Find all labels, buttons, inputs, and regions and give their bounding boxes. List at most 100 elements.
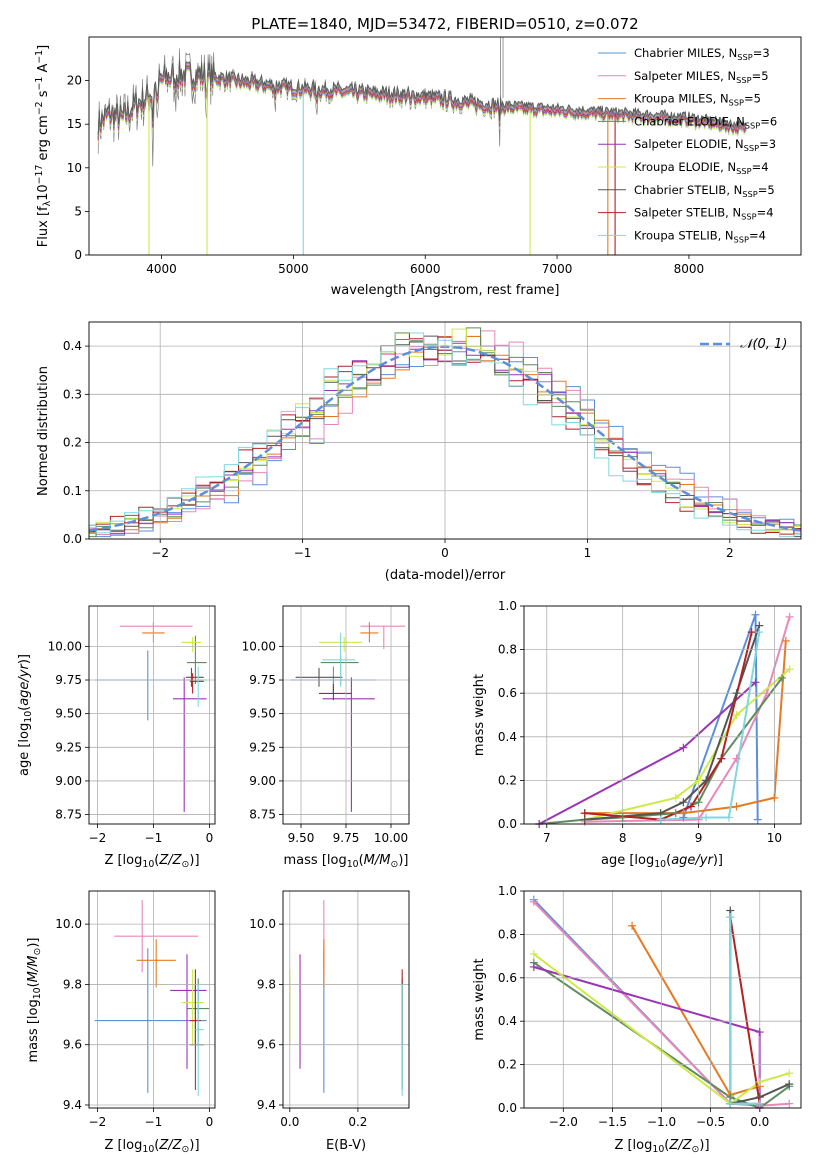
label-part: −17 xyxy=(34,165,45,185)
y-axis-label: mass [log10(M/M⊙)] xyxy=(26,938,43,1063)
weight-marker-2 xyxy=(785,612,794,621)
y-axis-label: Normed distribution xyxy=(36,366,51,496)
weight-marker-4 xyxy=(618,813,627,822)
label-part: )] xyxy=(699,1138,709,1153)
weight-marker-2 xyxy=(529,897,538,906)
x-axis-label: Z [log10(Z/Z⊙)] xyxy=(614,1138,709,1155)
label-part: =3 xyxy=(759,137,776,151)
label-part: A xyxy=(36,64,51,77)
y-axis-label: Flux [fλ10−17 erg cm−2 s−1 A−1] xyxy=(34,45,53,247)
y-tick-label: 9.00 xyxy=(249,774,276,788)
label-part: ] xyxy=(36,45,51,50)
y-tick-label: 0.4 xyxy=(63,339,82,353)
weight-line-1 xyxy=(533,899,760,1105)
y-tick-label: 9.6 xyxy=(63,1038,82,1052)
label-part: ⊙ xyxy=(32,948,43,956)
label-part: 10 xyxy=(652,1144,664,1155)
mass_vs_ebv-panel: 0.0 0.2 9.4 9.6 9.8 10.0 E(B-V) xyxy=(249,890,410,1153)
label-part: age/yr xyxy=(17,662,32,705)
y-tick-label: 9.4 xyxy=(63,1098,82,1112)
weight-marker-6 xyxy=(755,1077,764,1086)
label-part: 10 xyxy=(32,987,43,999)
label-part: mass [log xyxy=(284,853,347,868)
x-tick-label: 9 xyxy=(695,831,703,845)
x-tick-label: 7000 xyxy=(542,262,573,276)
legend-label-9: Kroupa STELIB, NSSP=4 xyxy=(634,228,766,244)
label-part: ( xyxy=(154,1138,159,1153)
label-part: Salpeter ELODIE, N xyxy=(634,137,744,151)
y-tick-label: 0.2 xyxy=(498,1058,517,1072)
label-part: =5 xyxy=(752,69,769,83)
label-part: Kroupa STELIB, N xyxy=(634,228,734,242)
label-part: ⊙ xyxy=(182,1144,190,1155)
y-tick-label: 0.2 xyxy=(498,773,517,787)
massweight_vs_age-panel: 7 8 9 10 0.0 0.2 0.4 0.6 0.8 1.0 mass weight age [l… xyxy=(472,599,802,870)
y-tick-label: 0.8 xyxy=(498,643,517,657)
y-tick-label: 9.50 xyxy=(249,707,276,721)
label-part: Chabrier MILES, N xyxy=(634,46,737,60)
label-part: age [log xyxy=(601,853,654,868)
x-axis-label: age [log10(age/yr)] xyxy=(601,853,723,870)
weight-marker-4 xyxy=(694,798,703,807)
label-part: ( xyxy=(359,853,364,868)
y-tick-label: 1.0 xyxy=(498,884,517,898)
x-tick-label: 8 xyxy=(619,831,627,845)
label-part: SSP xyxy=(736,75,751,85)
weight-marker-6 xyxy=(785,1069,794,1078)
legend-label-5: Salpeter ELODIE, NSSP=3 xyxy=(634,137,776,153)
x-tick-label: 10.00 xyxy=(374,831,408,845)
age_vs_mass-panel: 9.50 9.75 10.00 8.75 9.00 9.25 9.50 9.75 10.00 ma… xyxy=(242,605,410,870)
label-part: =6 xyxy=(760,114,777,128)
label-part: mass [log xyxy=(26,999,41,1062)
label-part: =5 xyxy=(758,183,775,197)
legend-label-3: Kroupa MILES, NSSP=5 xyxy=(634,92,761,108)
x-tick-label: −2 xyxy=(151,546,169,560)
label-part: Z [log xyxy=(104,1138,142,1153)
weight-marker-8 xyxy=(580,809,589,818)
y-axis-label: age [log10(age/yr)] xyxy=(17,654,34,776)
weight-marker-6 xyxy=(785,665,794,674)
y-tick-label: 9.50 xyxy=(55,707,82,721)
weight-line-8 xyxy=(584,631,753,821)
weight-marker-3 xyxy=(732,802,741,811)
y-tick-label: 0.4 xyxy=(498,730,517,744)
axes-frame xyxy=(88,36,802,256)
label-part: =4 xyxy=(757,206,774,220)
y-tick-label: 9.8 xyxy=(257,977,276,991)
label-part: 10 xyxy=(347,859,359,870)
weight-marker-6 xyxy=(671,793,680,802)
weight-marker-7 xyxy=(702,776,711,785)
x-tick-label: −1.0 xyxy=(647,1115,676,1129)
y-tick-label: 0.3 xyxy=(63,387,82,401)
axes-frame xyxy=(282,605,410,825)
y-tick-label: 0.4 xyxy=(498,1014,517,1028)
y-tick-label: 20 xyxy=(67,74,82,88)
x-tick-label: −1 xyxy=(145,1115,163,1129)
weight-marker-9 xyxy=(724,813,733,822)
x-tick-label: 2 xyxy=(726,546,734,560)
label-part: age/yr xyxy=(671,853,714,868)
weight-marker-8 xyxy=(717,754,726,763)
label-part: )] xyxy=(26,938,41,948)
weight-marker-5 xyxy=(755,1028,764,1037)
x-tick-label: −2 xyxy=(89,831,107,845)
x-tick-label: 0 xyxy=(441,546,449,560)
legend-label-6: Kroupa ELODIE, NSSP=4 xyxy=(634,160,769,176)
y-tick-label: 10.00 xyxy=(242,639,276,653)
y-tick-label: 9.00 xyxy=(55,774,82,788)
label-part: SSP xyxy=(734,234,749,244)
weight-marker-5 xyxy=(679,743,688,752)
label-part: Flux [f xyxy=(36,206,51,247)
x-axis-label: E(B-V) xyxy=(326,1138,366,1153)
label-part: 10 xyxy=(23,711,34,723)
weight-marker-9 xyxy=(656,815,665,824)
plot-area xyxy=(538,614,791,824)
x-tick-label: 1 xyxy=(584,546,592,560)
plot-area xyxy=(94,622,207,812)
weight-marker-6 xyxy=(732,711,741,719)
massweight_vs_Z-panel: −2.0 −1.5 −1.0 −0.5 0.0 0.0 0.2 0.4 0.6 0.8 1.0 mas… xyxy=(472,884,802,1155)
x-axis-label: (data-model)/error xyxy=(385,568,506,583)
weight-marker-8 xyxy=(747,628,756,637)
label-part: Chabrier ELODIE, N xyxy=(634,114,745,128)
